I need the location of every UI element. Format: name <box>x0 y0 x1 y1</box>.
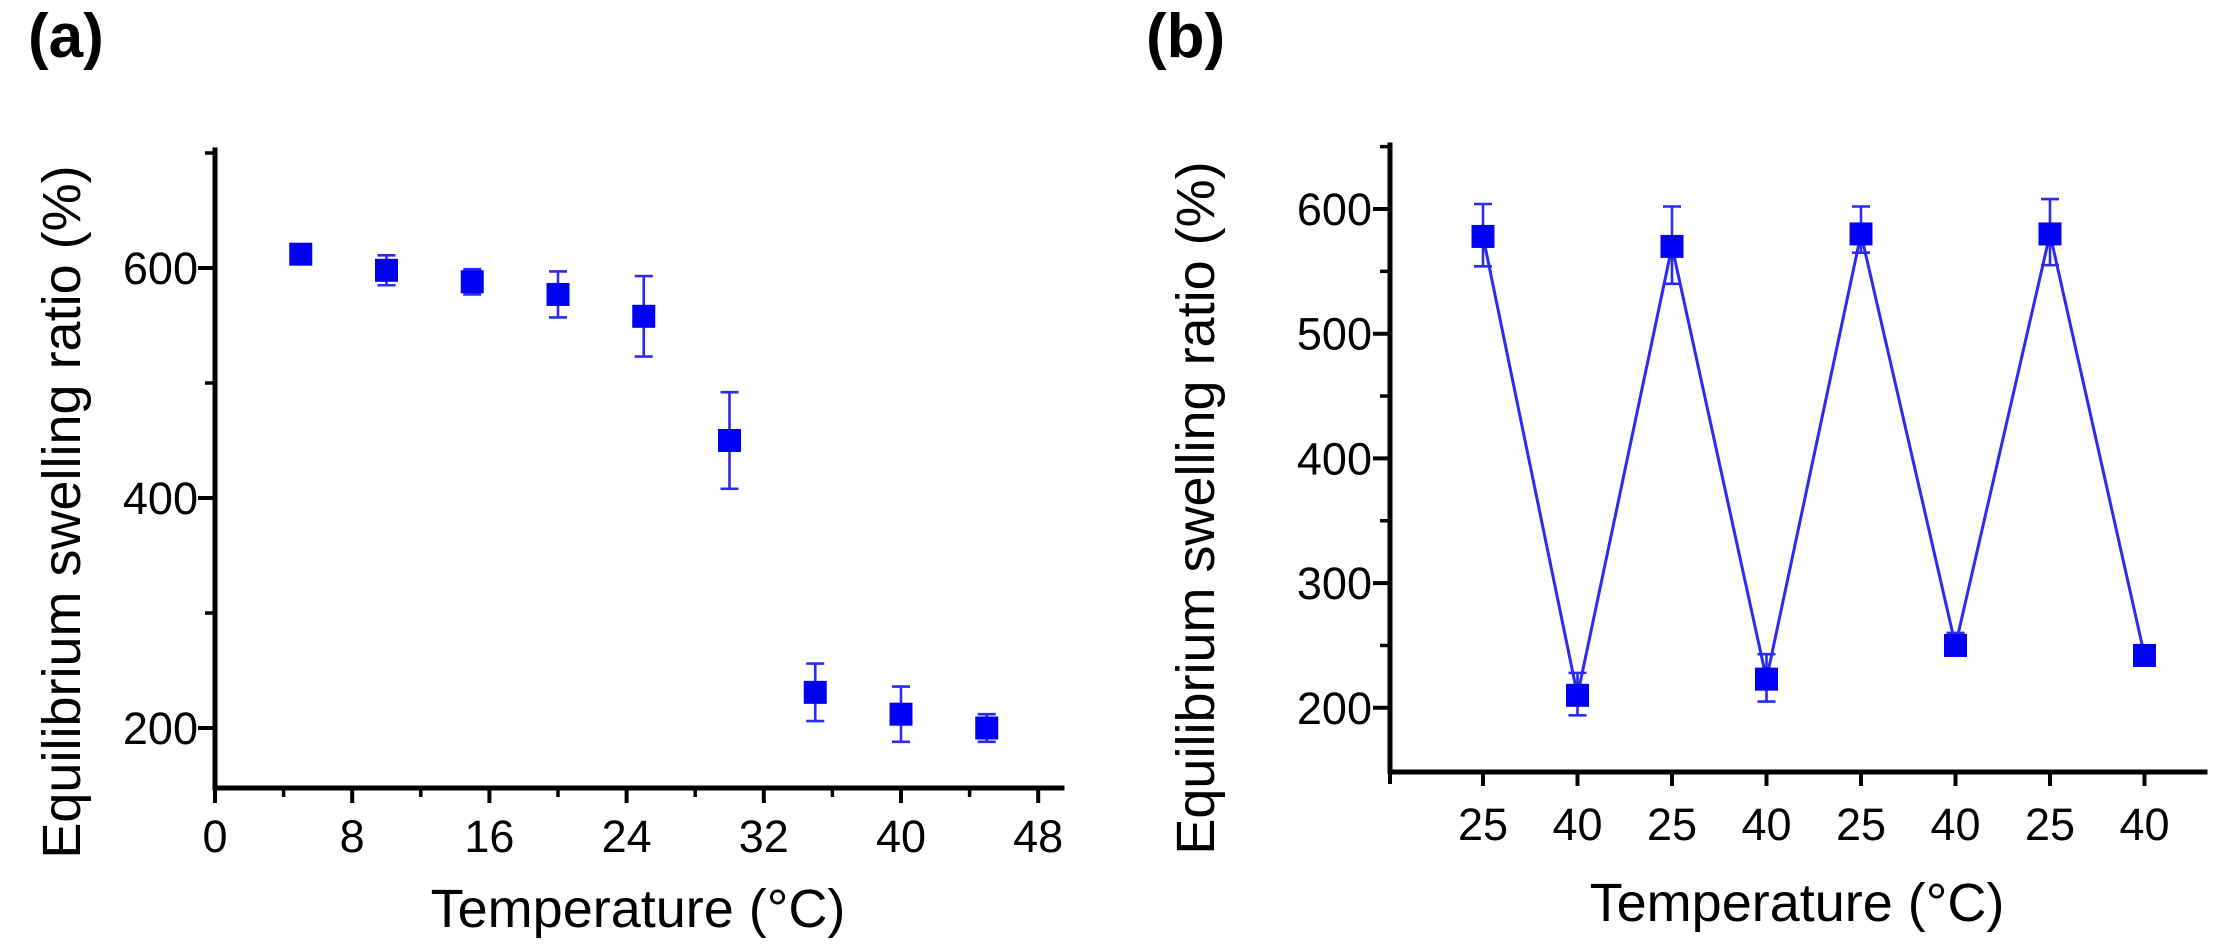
panel-a-marker <box>975 716 999 740</box>
panel-b-xtick-label: 25 <box>1647 799 1697 850</box>
panel-a-marker <box>718 429 741 452</box>
panel-a-xtick-label: 8 <box>340 811 365 862</box>
panel-b-xtick-label: 40 <box>1741 799 1791 850</box>
panel-a-xtick-label: 16 <box>464 811 514 862</box>
panel-b-marker <box>1849 222 1873 246</box>
panel-b-ylabel: Equilibrium swelling ratio (%) <box>1166 161 1226 855</box>
panel-b-marker <box>1660 234 1684 258</box>
panel-a-xtick-label: 32 <box>739 811 789 862</box>
panel-b-xlabel: Temperature (°C) <box>1589 873 2005 933</box>
panel-b-xtick-label: 40 <box>2119 799 2169 850</box>
panel-a-axis <box>212 147 1065 791</box>
panel-b-marker <box>2133 643 2156 667</box>
panel-a-ytick-label: 600 <box>123 243 198 294</box>
panel-a-xtick-label: 0 <box>202 811 227 862</box>
panel-b-marker <box>1755 667 1778 691</box>
panel-b-series-line <box>1481 233 2146 696</box>
panel-b-ytick-label: 200 <box>1297 683 1372 734</box>
panel-b-marker <box>1944 633 1967 657</box>
panel-b-xtick-label: 25 <box>2025 799 2075 850</box>
panel-b-xtick-label: 40 <box>1552 799 1602 850</box>
panel-a-marker <box>632 304 656 328</box>
panel-b-ytick-label: 600 <box>1297 184 1372 235</box>
panel-a-tag: (a) <box>28 2 104 71</box>
panel-a-ytick-label: 400 <box>123 473 198 524</box>
panel-a-xtick-label: 40 <box>876 811 926 862</box>
panel-b-xtick-label: 25 <box>1836 799 1886 850</box>
panel-b-ytick-label: 300 <box>1297 558 1372 609</box>
panel-a-marker <box>375 258 398 282</box>
panel-a-ytick-label: 200 <box>123 703 198 754</box>
panel-b-ytick-label: 400 <box>1297 433 1372 484</box>
panel-a-marker <box>889 702 913 726</box>
panel-b-xtick-label: 40 <box>1930 799 1980 850</box>
panel-a-xlabel: Temperature (°C) <box>430 879 846 939</box>
panel-b-ytick-label: 500 <box>1297 309 1372 360</box>
panel-b-marker <box>1471 224 1495 248</box>
panel-b-marker <box>1566 683 1589 707</box>
panel-a-marker <box>803 680 827 704</box>
panel-a-xtick-label: 48 <box>1013 811 1063 862</box>
panel-a-marker <box>460 270 484 294</box>
panel-a-marker <box>289 242 313 266</box>
panel-b-axis <box>1387 142 2208 775</box>
panel-b-marker <box>2038 222 2062 246</box>
panel-a-marker <box>546 282 570 306</box>
panel-b-xtick-label: 25 <box>1458 799 1508 850</box>
panel-a-ylabel: Equilibrium swelling ratio (%) <box>32 165 92 859</box>
panel-b-tag: (b) <box>1146 2 1226 71</box>
panel-a-xtick-label: 24 <box>602 811 652 862</box>
